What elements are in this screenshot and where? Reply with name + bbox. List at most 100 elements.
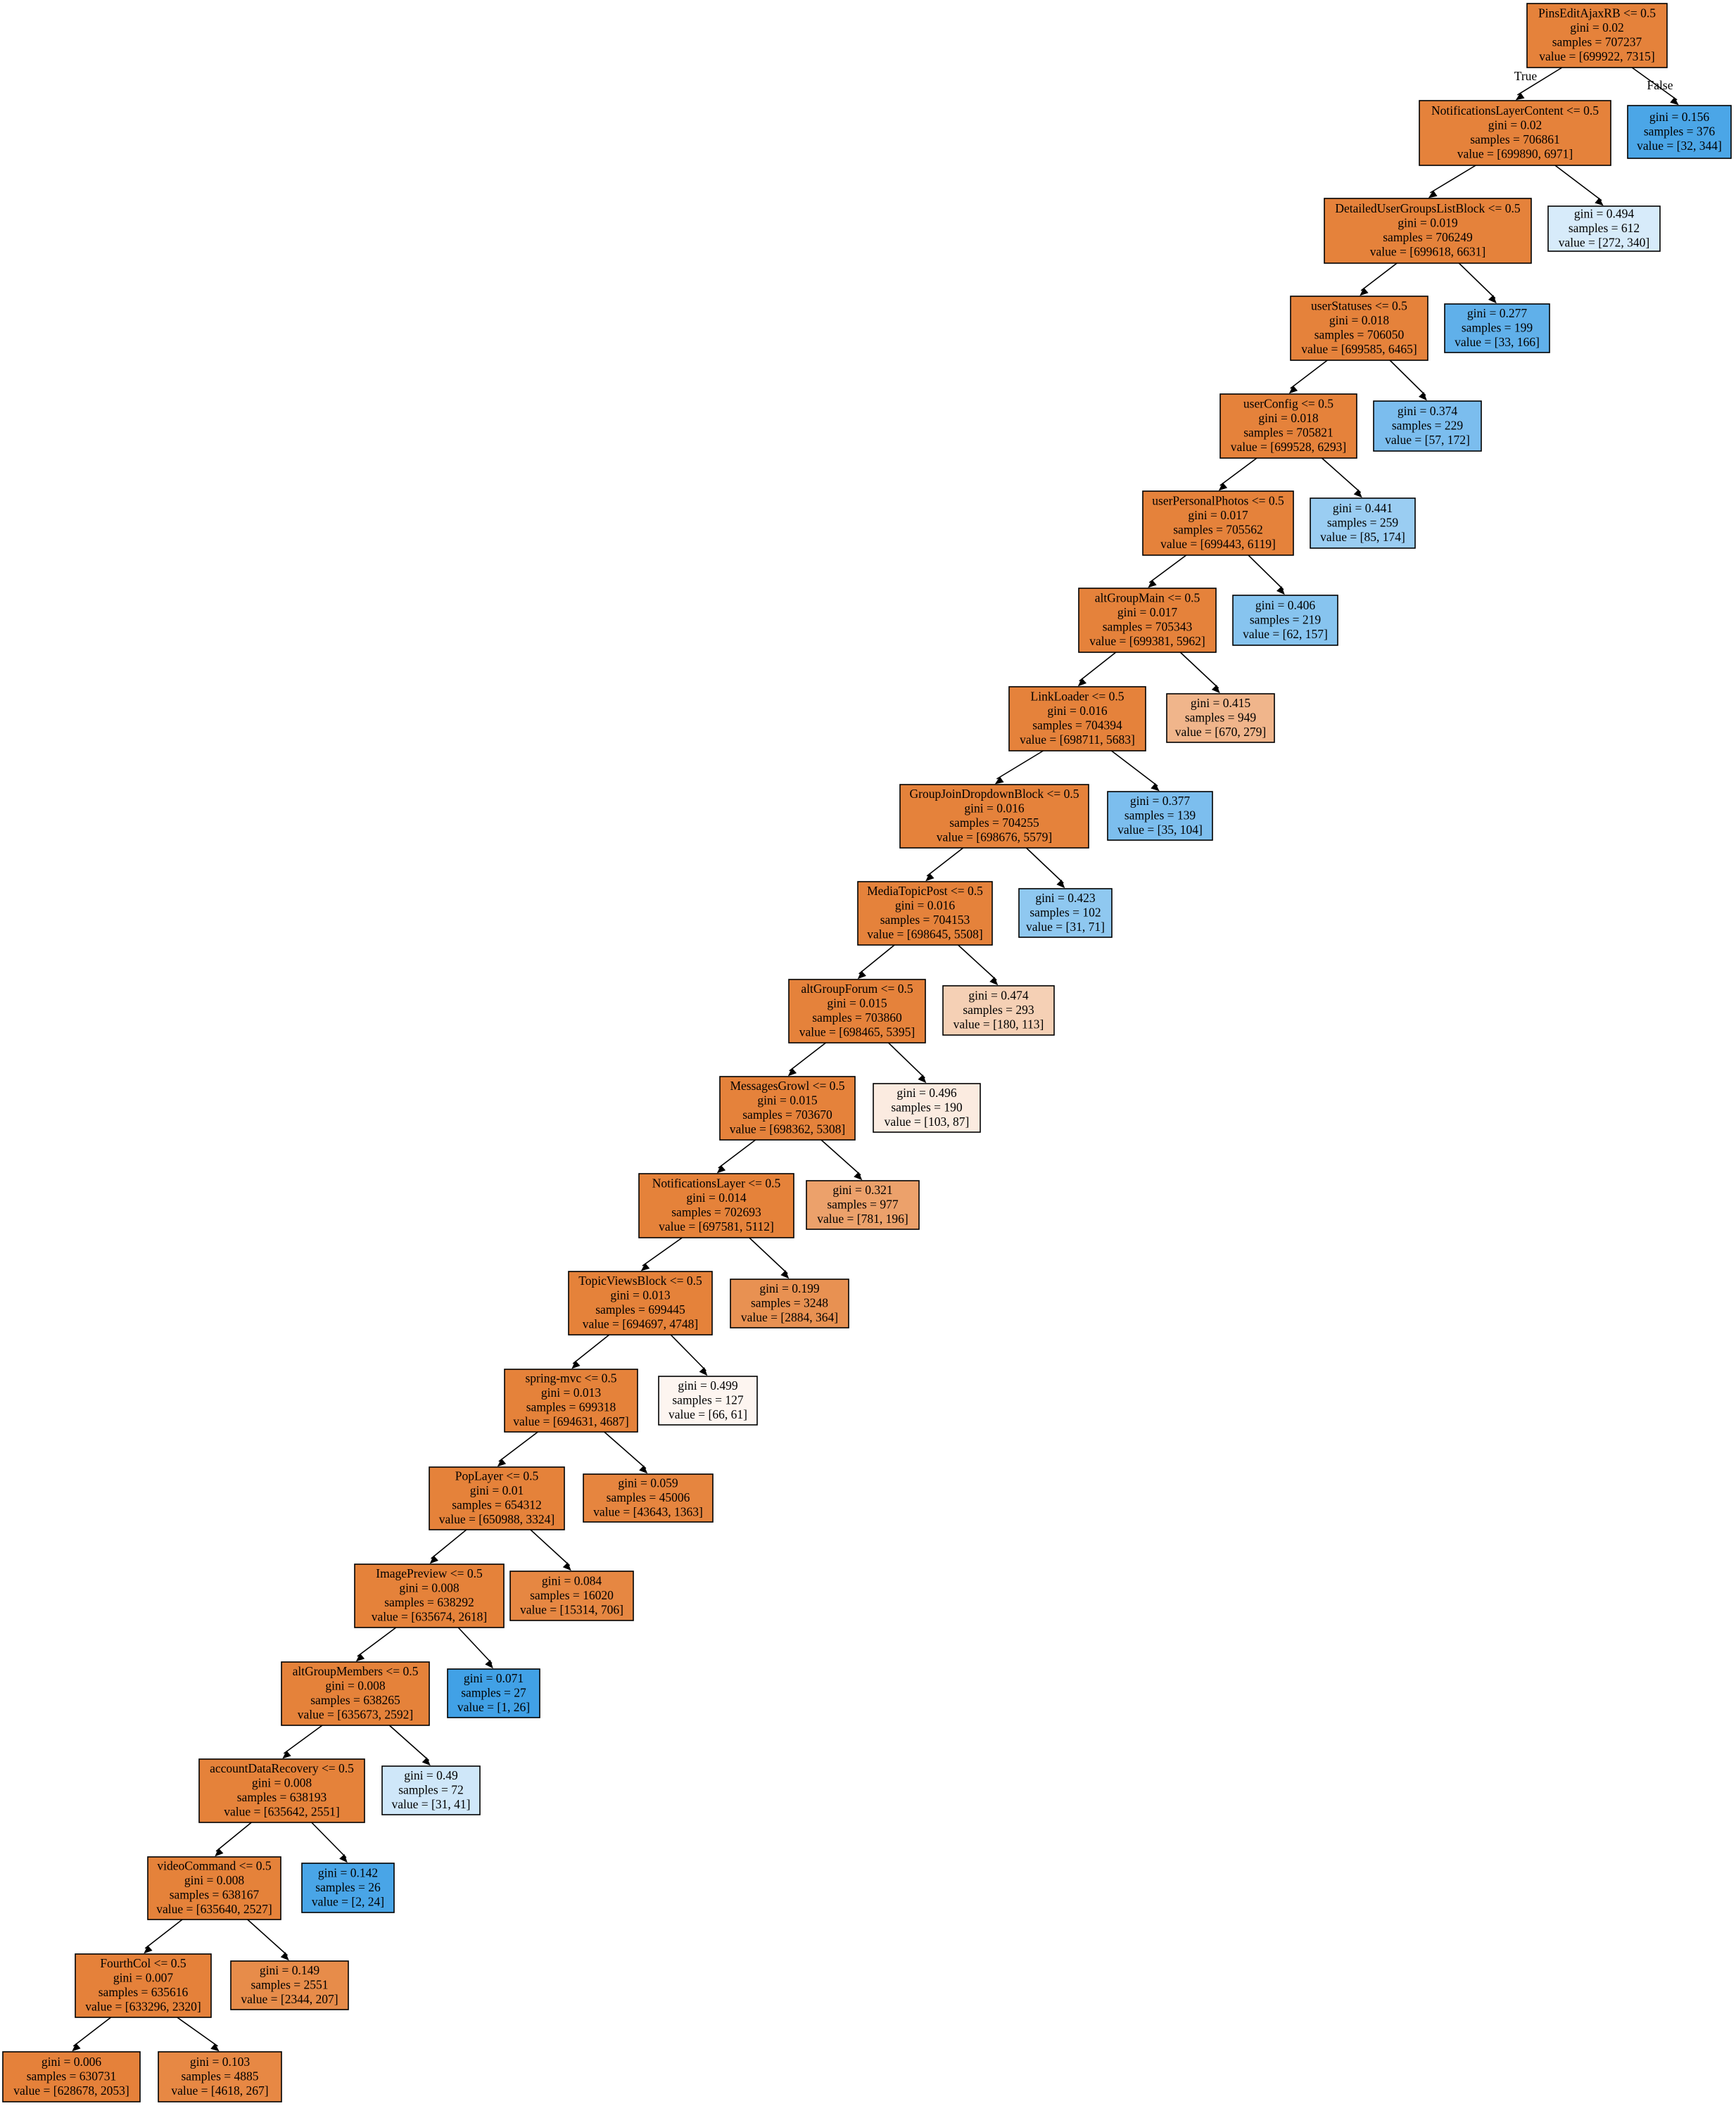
tree-edge	[1516, 67, 1563, 96]
tree-edge	[311, 1822, 347, 1858]
node-value: value = [699443, 6119]	[1160, 537, 1276, 551]
edge-arrowhead	[210, 2043, 220, 2052]
node-value: value = [66, 61]	[669, 1407, 747, 1421]
node-samples: samples = 705562	[1173, 523, 1263, 537]
node-gini: gini = 0.496	[896, 1086, 956, 1100]
tree-edge	[1458, 262, 1496, 299]
edge-arrowhead	[989, 977, 999, 986]
edge-arrowhead	[1151, 782, 1160, 792]
node-value: value = [694631, 4687]	[513, 1414, 628, 1428]
tree-edge	[457, 1627, 493, 1664]
tree-edge	[1631, 67, 1678, 101]
edge-arrowhead	[1595, 197, 1604, 206]
node-box	[1018, 888, 1113, 938]
node-samples: samples = 127	[672, 1393, 743, 1407]
node-value: value = [272, 340]	[1559, 235, 1649, 249]
node-gini: gini = 0.01	[470, 1483, 524, 1497]
node-box	[1324, 198, 1532, 264]
node-gini: gini = 0.277	[1467, 306, 1527, 320]
node-box	[354, 1563, 505, 1628]
node-box	[568, 1271, 713, 1336]
node-box	[2, 2051, 141, 2102]
edge-arrowhead	[1360, 287, 1369, 296]
tree-edge	[1079, 652, 1117, 682]
node-samples: samples = 16020	[530, 1588, 614, 1602]
tree-edge	[1179, 652, 1219, 689]
node-samples: samples = 706050	[1314, 328, 1405, 342]
node-samples: samples = 45006	[607, 1490, 690, 1504]
edge-arrowhead	[1288, 385, 1298, 394]
tree-edge	[1111, 750, 1158, 787]
node-condition: FourthCol <= 0.5	[100, 1956, 186, 1970]
edge-label-true: True	[1514, 69, 1538, 83]
node-value: value = [781, 196]	[817, 1212, 908, 1226]
node-gini: gini = 0.156	[1649, 110, 1709, 124]
tree-edge	[144, 1919, 183, 1949]
edge-arrowhead	[699, 1366, 708, 1376]
edge-arrowhead	[282, 1750, 291, 1759]
node-gini: gini = 0.019	[1398, 216, 1457, 230]
node-gini: gini = 0.494	[1574, 206, 1634, 220]
node-box	[730, 1279, 849, 1328]
node-box	[198, 1758, 365, 1823]
node-box	[75, 1953, 212, 2018]
edge-arrowhead	[1056, 880, 1065, 889]
node-condition: DetailedUserGroupsListBlock <= 0.5	[1335, 201, 1520, 215]
node-gini: gini = 0.013	[610, 1288, 670, 1302]
tree-edge	[1219, 457, 1257, 486]
node-samples: samples = 699318	[526, 1400, 616, 1414]
edge-arrowhead	[144, 1945, 153, 1954]
node-gini: gini = 0.008	[399, 1581, 459, 1595]
node-value: value = [4618, 267]	[171, 2083, 268, 2098]
node-gini: gini = 0.377	[1130, 794, 1190, 808]
tree-edge	[821, 1139, 861, 1176]
node-box	[1526, 3, 1668, 68]
node-samples: samples = 638265	[310, 1693, 400, 1707]
tree-edge	[530, 1529, 571, 1566]
node-box	[230, 1960, 349, 2010]
node-samples: samples = 705821	[1243, 426, 1333, 440]
node-condition: ImagePreview <= 0.5	[376, 1566, 483, 1580]
node-gini: gini = 0.071	[464, 1671, 524, 1685]
node-box	[658, 1376, 758, 1426]
node-gini: gini = 0.474	[968, 988, 1028, 1002]
node-box	[429, 1466, 565, 1530]
node-value: value = [699618, 6631]	[1370, 245, 1485, 259]
node-condition: MediaTopicPost <= 0.5	[867, 884, 983, 898]
node-value: value = [31, 71]	[1026, 920, 1105, 934]
node-value: value = [635674, 2618]	[372, 1610, 487, 1624]
tree-edge	[957, 944, 997, 981]
node-samples: samples = 27	[461, 1685, 526, 1699]
tree-edge	[718, 1139, 756, 1169]
tree-edge	[996, 750, 1044, 780]
node-value: value = [103, 87]	[885, 1115, 970, 1129]
node-condition: userConfig <= 0.5	[1243, 397, 1333, 411]
node-value: value = [698676, 5579]	[937, 830, 1052, 844]
tree-edge	[642, 1237, 683, 1267]
node-gini: gini = 0.103	[190, 2055, 250, 2069]
node-gini: gini = 0.441	[1333, 501, 1393, 515]
tree-edge	[1290, 360, 1328, 389]
node-value: value = [62, 157]	[1243, 627, 1328, 641]
node-box	[942, 985, 1055, 1036]
edge-arrowhead	[925, 873, 934, 882]
tree-edge	[789, 1042, 826, 1072]
tree-edge	[859, 944, 895, 975]
tree-edge	[357, 1627, 397, 1657]
node-value: value = [698711, 5683]	[1020, 732, 1135, 747]
node-box	[1547, 205, 1661, 252]
node-samples: samples = 376	[1644, 124, 1715, 138]
node-samples: samples = 638292	[384, 1595, 474, 1609]
